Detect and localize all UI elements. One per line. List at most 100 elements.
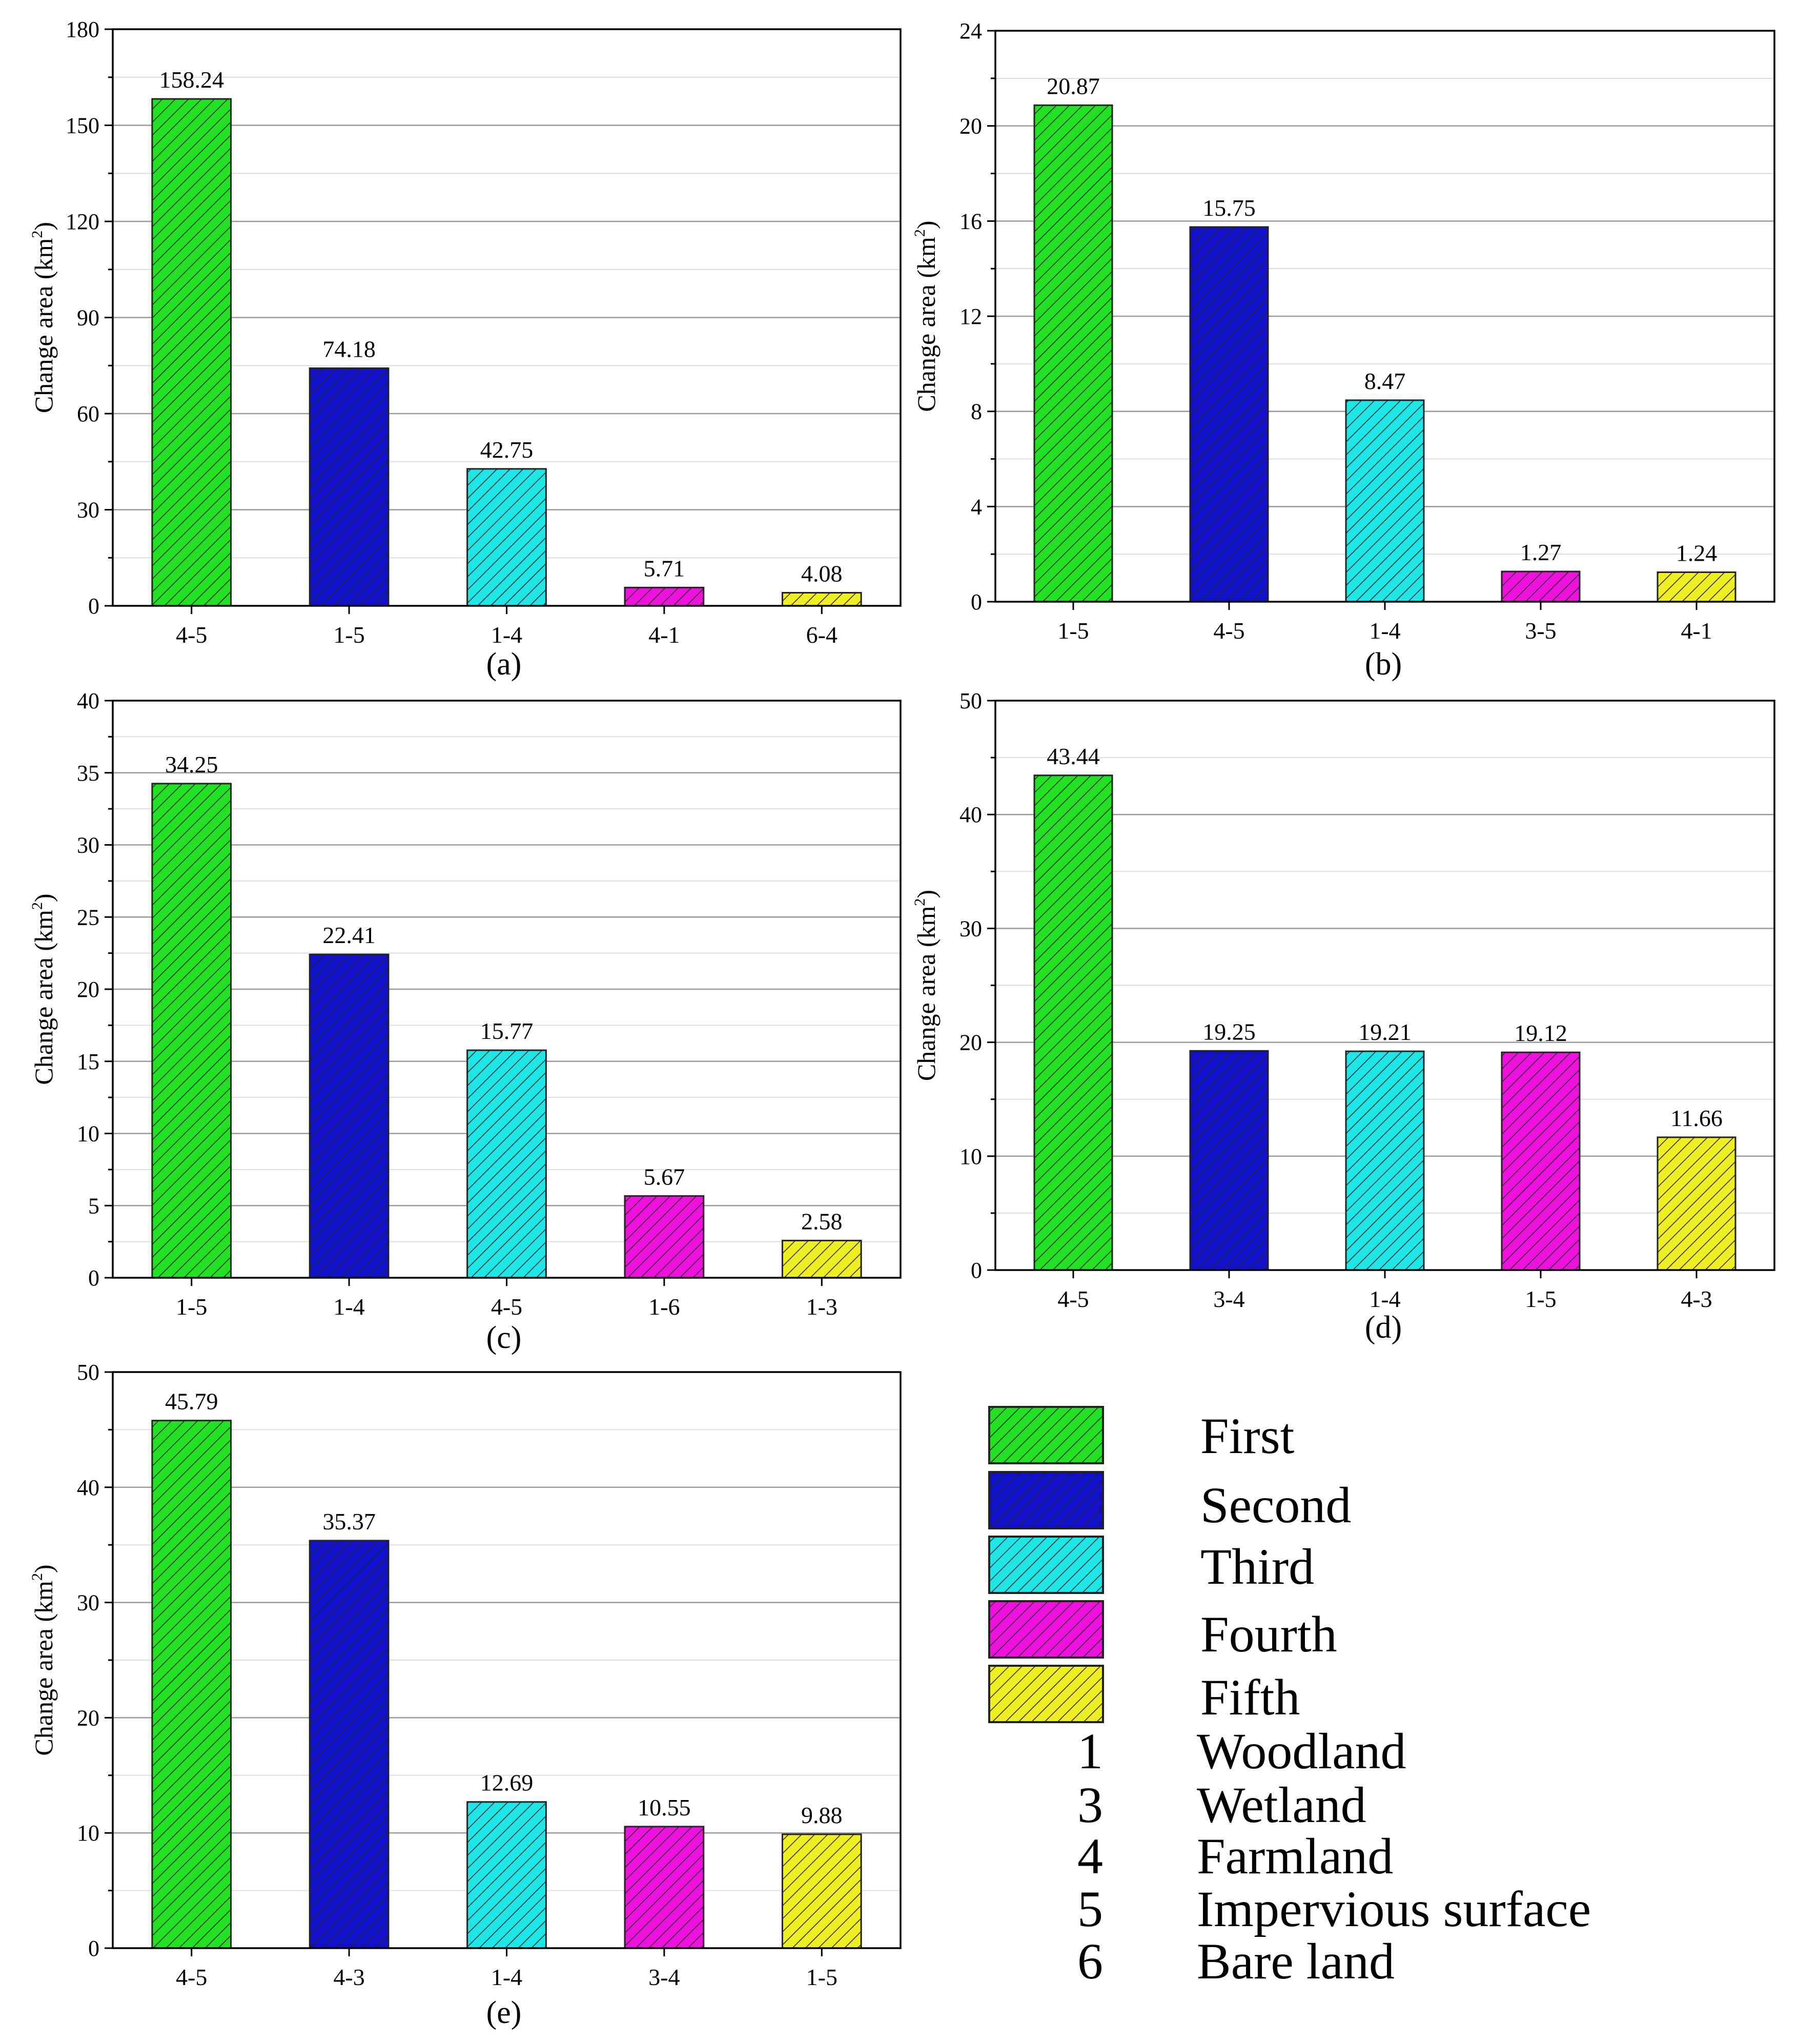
x-tick-label: 4-5 xyxy=(1213,618,1244,644)
bar-second xyxy=(1189,226,1269,603)
x-tick-label: 1-4 xyxy=(1369,1286,1400,1312)
x-tick-label: 4-1 xyxy=(648,622,680,648)
y-axis-title: Change area (km2) xyxy=(29,222,58,413)
value-label: 11.66 xyxy=(1670,1105,1723,1131)
chart-panels: 0306090120150180158.244-574.181-542.751-… xyxy=(29,17,1775,2030)
legend-code-label: Wetland xyxy=(1197,1776,1366,1833)
y-tick-label: 120 xyxy=(66,209,99,234)
value-label: 9.88 xyxy=(801,1802,843,1828)
y-tick-label: 180 xyxy=(66,17,99,42)
legend-label-first: First xyxy=(1200,1407,1295,1464)
x-tick-label: 3-4 xyxy=(648,1964,680,1990)
y-tick-label: 5 xyxy=(88,1193,99,1218)
value-label: 19.21 xyxy=(1358,1019,1412,1045)
y-tick-label: 10 xyxy=(77,1821,99,1846)
y-tick-label: 20 xyxy=(959,1030,982,1055)
value-label: 2.58 xyxy=(801,1208,843,1234)
value-label: 5.67 xyxy=(644,1163,685,1190)
x-tick-label: 4-3 xyxy=(1681,1286,1712,1312)
plot-frame xyxy=(994,700,1775,1271)
value-label: 10.55 xyxy=(638,1794,691,1821)
bar-fifth xyxy=(1657,571,1736,603)
bar-fourth xyxy=(624,1195,705,1279)
legend-swatch-first xyxy=(988,1406,1104,1464)
y-axis-title: Change area (km2) xyxy=(911,890,941,1081)
value-label: 5.71 xyxy=(644,555,685,581)
y-tick-label: 20 xyxy=(77,977,99,1002)
legend-code: 3 xyxy=(1077,1776,1103,1833)
bar-fifth xyxy=(1657,1136,1736,1271)
y-tick-label: 8 xyxy=(971,399,982,424)
x-tick-label: 4-5 xyxy=(1057,1286,1089,1312)
x-tick-label: 6-4 xyxy=(806,622,837,648)
value-label: 19.25 xyxy=(1202,1018,1256,1045)
legend-swatch-fifth xyxy=(988,1665,1104,1723)
x-tick-label: 1-6 xyxy=(648,1294,680,1320)
legend-code-label: Farmland xyxy=(1197,1828,1393,1885)
legend-label-fourth: Fourth xyxy=(1200,1606,1337,1663)
panel-label: (a) xyxy=(486,647,522,682)
legend-code-label: Impervious surface xyxy=(1197,1881,1591,1937)
y-tick-label: 20 xyxy=(959,114,982,139)
value-label: 158.24 xyxy=(159,67,224,93)
chart-panel-5: 0 10 20 30 40 50 45.79 4-5 35.37 4-3 12.69 1-4 10.55… xyxy=(29,1360,902,2030)
value-label: 1.24 xyxy=(1676,540,1718,566)
bar-third xyxy=(1345,399,1425,603)
chart-panel-4: 0 10 20 30 40 50 43.44 4-5 19.25 3-4 19.21 1-4 19.12… xyxy=(911,688,1775,1345)
bar-second xyxy=(309,953,390,1279)
x-tick-label: 1-5 xyxy=(806,1964,837,1990)
x-tick-label: 3-5 xyxy=(1525,618,1556,644)
value-label: 15.75 xyxy=(1202,195,1256,221)
y-axis-title: Change area (km2) xyxy=(911,220,941,412)
legend-label-third: Third xyxy=(1200,1538,1314,1595)
y-tick-label: 90 xyxy=(77,305,99,331)
value-label: 8.47 xyxy=(1364,368,1406,394)
y-tick-label: 20 xyxy=(77,1705,99,1730)
y-tick-label: 50 xyxy=(77,1360,99,1385)
bar-first xyxy=(1033,104,1113,603)
y-axis-title: Change area (km2) xyxy=(29,1564,58,1755)
bar-fifth xyxy=(781,1239,862,1279)
bar-third xyxy=(466,1801,547,1949)
y-tick-label: 12 xyxy=(959,304,982,329)
x-tick-label: 1-4 xyxy=(1369,618,1400,644)
value-label: 43.44 xyxy=(1047,743,1100,769)
chart-panel-3: 0 5 10 15 20 25 30 35 40 34.25 1-5 22.41 1-4 15.77 4-5… xyxy=(29,688,902,1355)
y-tick-label: 15 xyxy=(77,1049,99,1074)
value-label: 35.37 xyxy=(322,1508,376,1535)
x-tick-label: 4-5 xyxy=(176,1964,207,1990)
x-tick-label: 1-5 xyxy=(333,622,364,648)
y-tick-label: 0 xyxy=(88,1936,99,1961)
bar-fourth xyxy=(624,1826,705,1949)
value-label: 15.77 xyxy=(480,1018,534,1044)
y-tick-label: 30 xyxy=(959,916,982,941)
value-label: 45.79 xyxy=(165,1388,218,1415)
y-tick-label: 150 xyxy=(66,113,99,138)
x-tick-label: 3-4 xyxy=(1213,1286,1244,1312)
x-tick-label: 1-5 xyxy=(176,1294,207,1320)
panel-label: (e) xyxy=(486,1995,522,2030)
x-tick-label: 4-3 xyxy=(333,1964,364,1990)
x-tick-label: 1-4 xyxy=(491,622,522,648)
panel-label: (b) xyxy=(1365,647,1402,682)
bar-first xyxy=(151,98,232,607)
y-tick-label: 30 xyxy=(77,1590,99,1616)
bar-third xyxy=(466,1049,547,1279)
legend-code-label: Bare land xyxy=(1197,1933,1395,1990)
legend-label-second: Second xyxy=(1200,1477,1351,1534)
value-label: 22.41 xyxy=(322,922,376,948)
x-tick-label: 4-5 xyxy=(491,1294,522,1320)
y-axis-title: Change area (km2) xyxy=(29,893,58,1085)
value-label: 20.87 xyxy=(1047,73,1100,99)
legend-code-label: Woodland xyxy=(1197,1723,1406,1780)
bar-first xyxy=(1033,774,1113,1271)
x-tick-label: 4-1 xyxy=(1681,618,1712,644)
y-tick-label: 40 xyxy=(77,1475,99,1500)
y-tick-label: 40 xyxy=(959,802,982,827)
value-label: 19.12 xyxy=(1514,1020,1567,1046)
value-label: 12.69 xyxy=(480,1770,534,1796)
bar-fourth xyxy=(1501,1051,1581,1271)
x-tick-label: 1-4 xyxy=(333,1294,364,1320)
